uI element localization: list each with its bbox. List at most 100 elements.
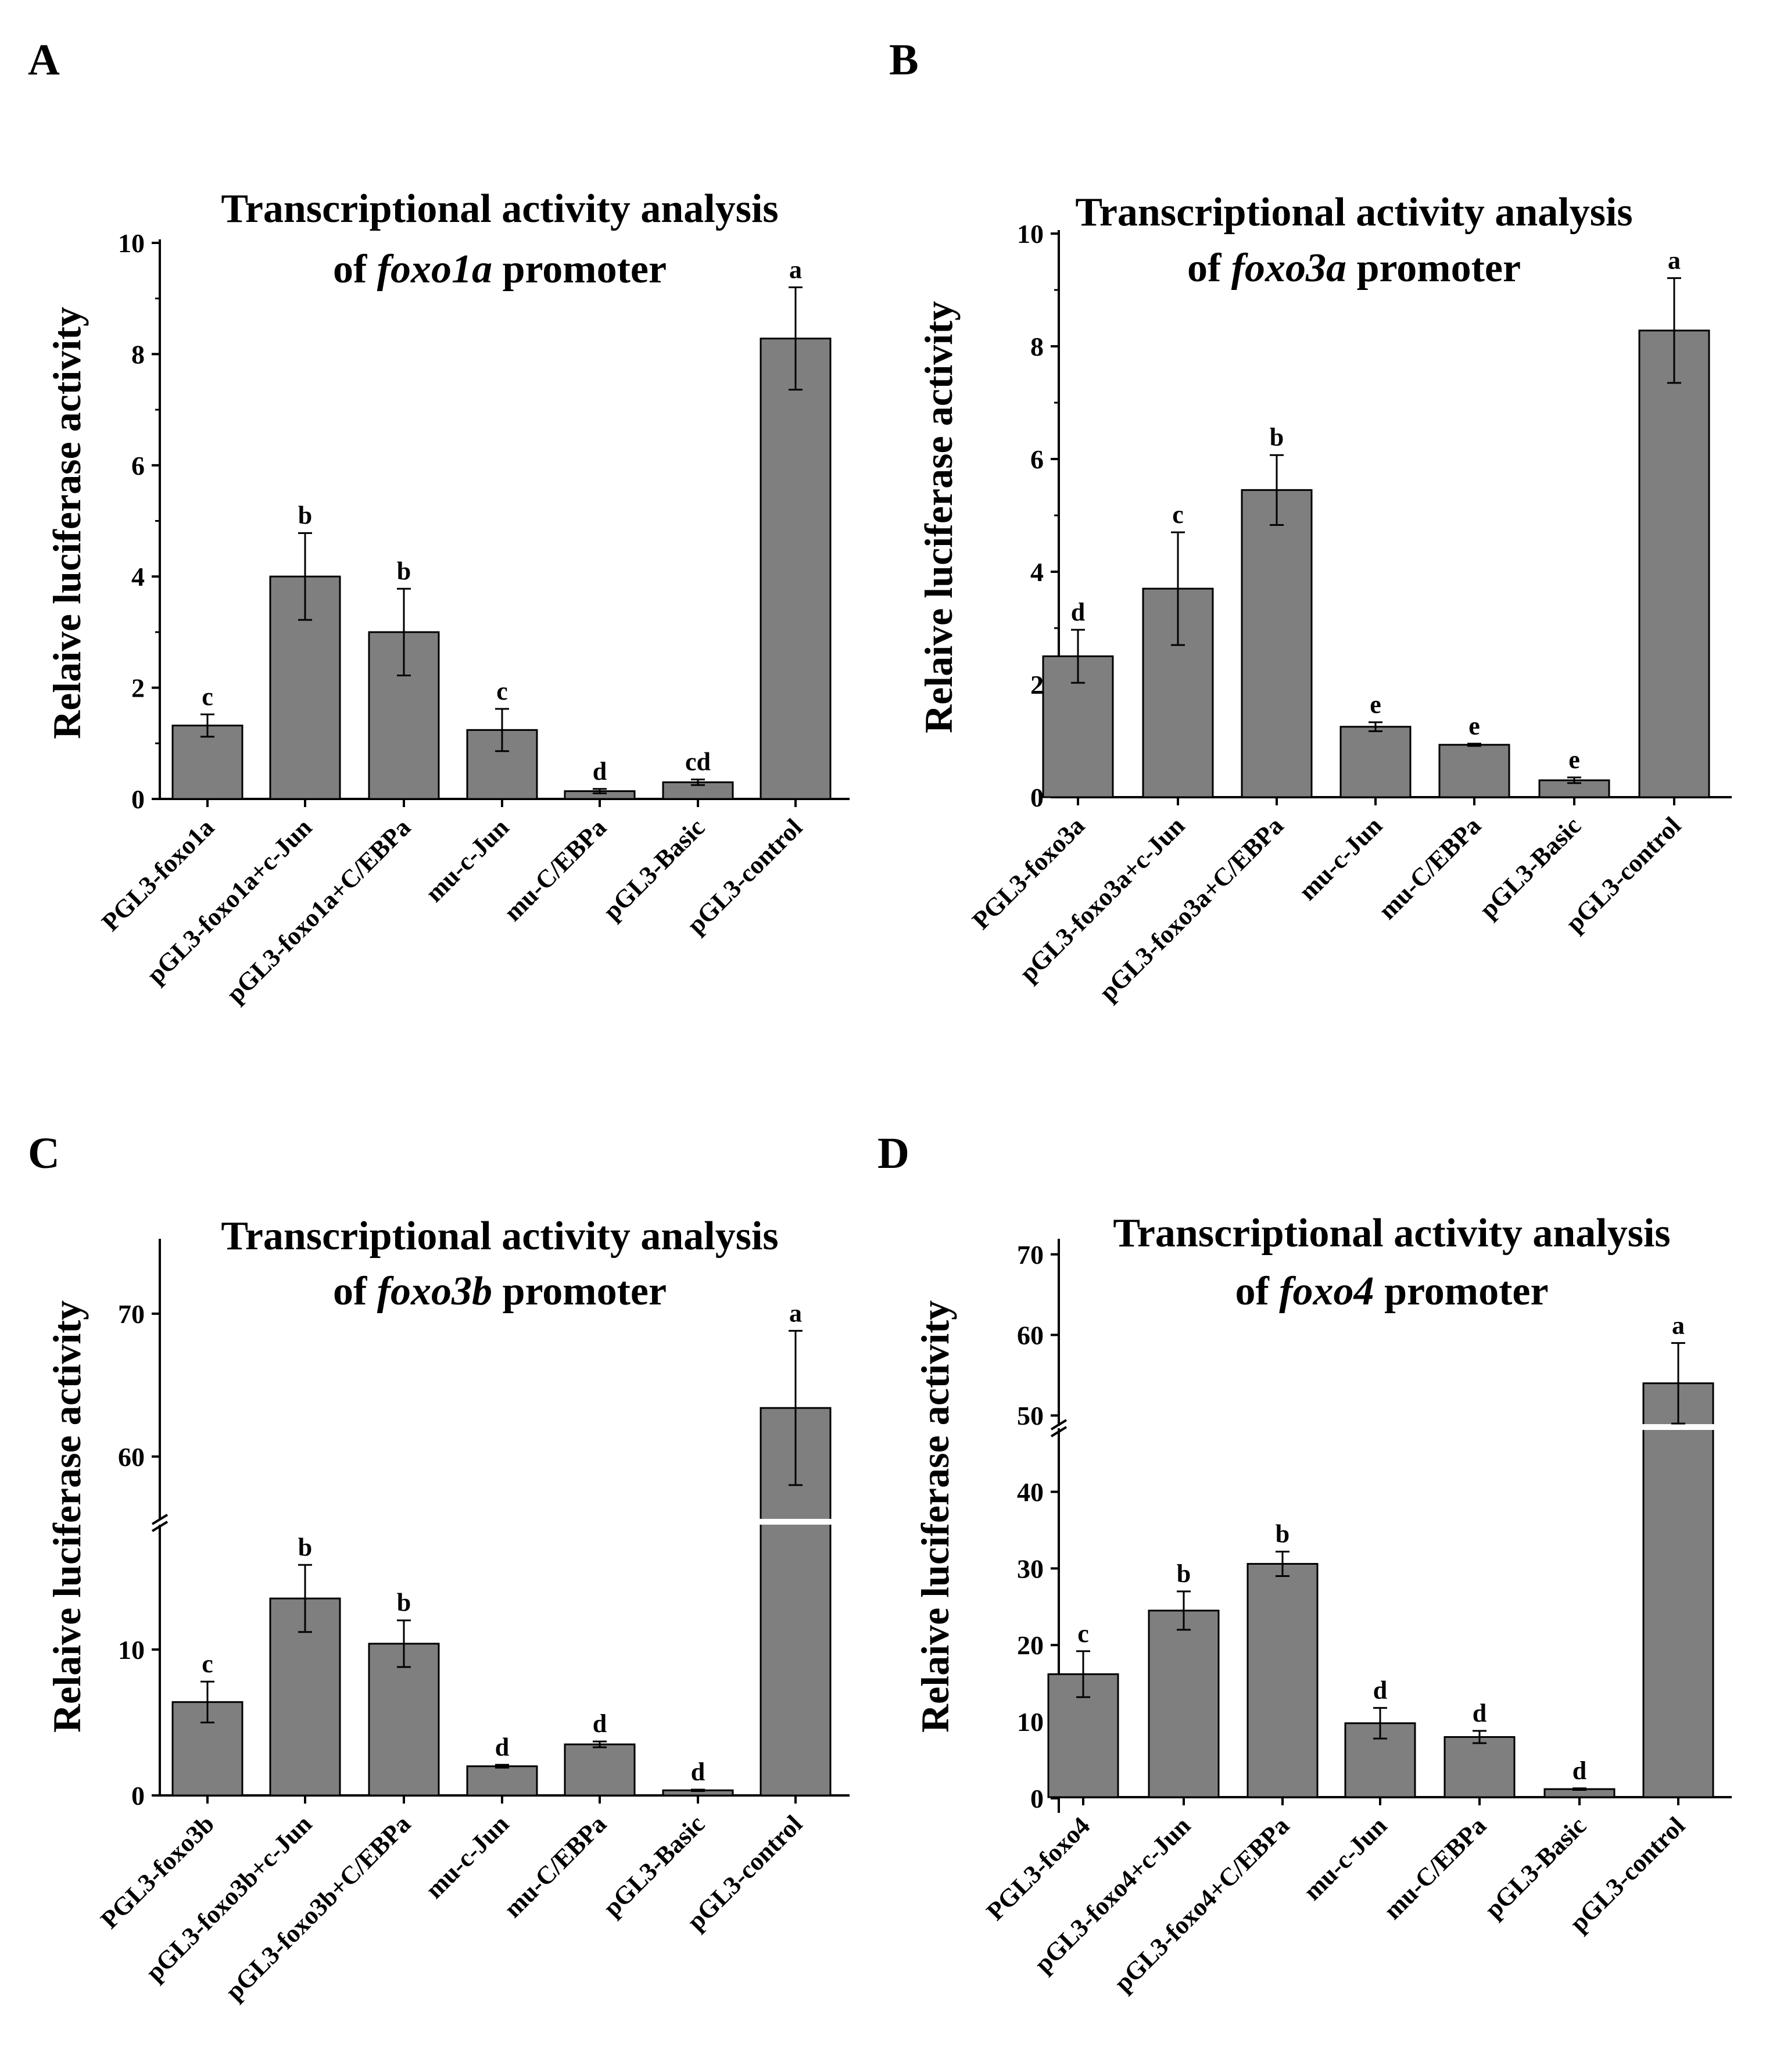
y-tick-label: 10 (1017, 1707, 1044, 1737)
title-promoter: promoter (492, 1269, 667, 1314)
panel-letter: B (889, 35, 919, 84)
title-gene: foxo1a (377, 247, 492, 292)
category-label: pGL3-foxo3a+C/EBPa (1094, 811, 1289, 1006)
chart-title-line1: Transcriptional activity analysis (221, 1214, 778, 1259)
y-tick-label: 40 (1017, 1477, 1044, 1507)
significance-label: a (789, 256, 802, 284)
y-tick-label: 10 (118, 228, 145, 258)
significance-label: d (1473, 1699, 1486, 1727)
significance-label: c (1077, 1619, 1089, 1648)
significance-label: b (397, 1589, 411, 1617)
category-label: mu-c-Jun (1294, 811, 1388, 906)
axis-break-mark (151, 1514, 169, 1525)
y-tick-label: 8 (131, 339, 145, 369)
y-tick-label: 6 (1030, 444, 1044, 474)
panel-b: B Transcriptional activity analysis of fox… (889, 35, 1732, 1006)
significance-label: b (397, 557, 411, 585)
bar (1339, 726, 1412, 798)
y-tick-label: 60 (1017, 1320, 1044, 1350)
significance-label: d (593, 757, 607, 786)
panel-c: C Transcriptional activity analysis of fox… (28, 1129, 850, 2006)
category-label: mu-C/EBPa (499, 813, 612, 926)
significance-label: b (298, 1533, 312, 1561)
title-gene: foxo3b (377, 1269, 492, 1314)
y-tick-label: 70 (1017, 1240, 1044, 1270)
significance-label: d (1071, 598, 1085, 626)
bar (1443, 1736, 1516, 1798)
y-axis-label: Relaive luciferase activity (916, 301, 961, 733)
title-promoter: promoter (492, 247, 667, 292)
y-tick-label: 0 (131, 784, 145, 814)
chart-title-line1: Transcriptional activity analysis (1075, 190, 1632, 235)
chart-title-line2: of foxo3a promoter (1187, 246, 1521, 291)
y-tick-label: 70 (118, 1299, 145, 1329)
significance-label: e (1468, 712, 1480, 740)
y-tick-label: 30 (1017, 1554, 1044, 1583)
category-label: pGL3-foxo1a+c-Jun (141, 813, 317, 989)
bar (1438, 744, 1510, 798)
panel-letter: C (28, 1129, 60, 1178)
title-of: of (333, 247, 377, 292)
y-tick-label: 2 (131, 673, 145, 703)
significance-label: d (1573, 1756, 1586, 1785)
category-label: pGL3-foxo3b+C/EBPa (220, 1809, 416, 2006)
chart-title-line2: of foxo3b promoter (333, 1269, 667, 1314)
bar-break-gap (759, 1519, 832, 1525)
axis-break-mark (151, 1521, 169, 1532)
panel-letter: D (877, 1129, 909, 1178)
significance-label: b (298, 501, 312, 530)
bar (1638, 329, 1710, 798)
y-tick-label: 0 (1030, 783, 1044, 812)
significance-label: c (496, 677, 508, 705)
significance-label: e (1370, 690, 1381, 719)
category-label: pGL3-foxo4+C/EBPa (1109, 1811, 1295, 1997)
bar-break-gap (1642, 1424, 1715, 1430)
y-tick-label: 0 (1030, 1784, 1044, 1813)
significance-label: d (593, 1709, 607, 1738)
axis-break-mark (1050, 1419, 1068, 1431)
bar (171, 725, 243, 800)
significance-label: d (691, 1758, 705, 1786)
title-of: of (1235, 1269, 1279, 1314)
y-tick-label: 10 (118, 1635, 145, 1665)
category-label: pGL3-Basic (1474, 811, 1586, 924)
y-axis-label: Relaive luciferase activity (913, 1300, 957, 1733)
y-tick-label: 20 (1017, 1630, 1044, 1660)
bar (466, 1765, 538, 1797)
category-label: mu-c-Jun (1298, 1811, 1393, 1906)
bar (564, 1743, 636, 1797)
significance-label: c (202, 683, 213, 711)
chart-title-line1: Transcriptional activity analysis (1113, 1211, 1670, 1256)
bar (1642, 1382, 1714, 1798)
chart-title-line2: of foxo1a promoter (333, 247, 667, 292)
category-label: mu-c-Jun (420, 1809, 515, 1904)
axis-break-mark (1050, 1426, 1068, 1438)
title-promoter: promoter (1346, 246, 1521, 291)
significance-label: b (1270, 423, 1284, 451)
significance-label: d (1373, 1676, 1387, 1704)
bar (1241, 489, 1313, 798)
title-gene: foxo4 (1279, 1269, 1374, 1314)
panel-d: D Transcriptional activity analysis of fox… (877, 1129, 1732, 1998)
y-tick-label: 6 (131, 451, 145, 481)
category-label: pGL3-foxo3b+c-Jun (140, 1809, 317, 1987)
category-label: mu-c-Jun (420, 813, 515, 908)
title-of: of (1187, 246, 1231, 291)
bar (1148, 1609, 1220, 1798)
title-promoter: promoter (1374, 1269, 1549, 1314)
significance-label: e (1568, 745, 1580, 774)
y-tick-label: 4 (131, 562, 145, 592)
significance-label: b (1177, 1560, 1191, 1588)
y-tick-label: 2 (1030, 670, 1044, 700)
bar (760, 338, 832, 800)
significance-label: c (1172, 500, 1184, 529)
significance-label: a (1668, 246, 1681, 275)
y-tick-label: 0 (131, 1781, 145, 1811)
y-tick-label: 10 (1017, 219, 1044, 249)
significance-label: c (202, 1650, 213, 1678)
y-axis-label: Relaive luciferase activity (45, 1300, 89, 1733)
chart-title-line2: of foxo4 promoter (1235, 1269, 1548, 1314)
significance-label: a (789, 1299, 802, 1327)
chart-title-line1: Transcriptional activity analysis (221, 187, 778, 231)
